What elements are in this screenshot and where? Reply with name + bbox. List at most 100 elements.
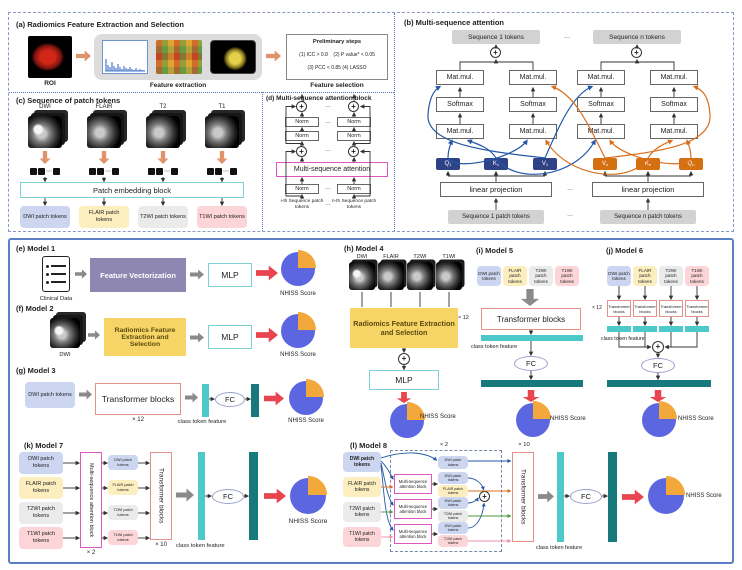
- token-box-t1: T1WI patch tokens: [555, 266, 579, 286]
- add-icon: +: [348, 101, 359, 112]
- token-box-t1: T1WI patch tokens: [343, 527, 381, 547]
- arrow-right-icon: [88, 330, 100, 340]
- norm-box: Norm: [337, 184, 371, 194]
- model8-title: (l) Model 8: [350, 441, 388, 450]
- transformer-mini: Transformer blocks: [685, 300, 709, 317]
- transformer-mini: Transformer blocks: [659, 300, 683, 317]
- x12-label: × 12: [132, 417, 144, 423]
- add-icon: +: [490, 47, 501, 58]
- arrow-down-icon: [39, 151, 51, 164]
- matmul-box: Mat.mul.: [509, 70, 557, 85]
- token-box-flair: FLAIR patch tokens: [19, 477, 63, 499]
- class-token-bar: [202, 384, 209, 417]
- nhiss-pie: [281, 311, 316, 348]
- nhiss-pie: [289, 378, 324, 415]
- norm-box: Norm: [285, 131, 319, 141]
- nhiss-label: NHISS Score: [280, 291, 316, 297]
- norm-box: Norm: [285, 117, 319, 127]
- add-icon: +: [296, 146, 307, 157]
- seq-label: FLAIR: [383, 254, 399, 260]
- panel-a-title: (a) Radiomics Feature Extraction and Sel…: [16, 20, 184, 29]
- token-box-dwi: DWI patch tokens: [25, 382, 75, 408]
- divider-a-c: [9, 92, 394, 93]
- norm-box: Norm: [285, 184, 319, 194]
- radiomics-box: Radiomics Feature Extraction and Selecti…: [350, 308, 458, 348]
- feature-vectorization-box: Feature Vectorization: [90, 258, 186, 292]
- fc-ellipse: FC: [641, 358, 675, 373]
- matmul-box: Mat.mul.: [650, 70, 698, 85]
- feature-selection-label: Feature selection: [310, 82, 364, 89]
- arrow-down-icon: [216, 151, 228, 164]
- nhiss-label: NHISS Score: [280, 352, 316, 358]
- class-token-bar: [685, 326, 709, 332]
- token-mini-t2: T2WI patch tokens: [108, 505, 138, 520]
- arrow-down-icon: [396, 392, 412, 403]
- token-box-t2: T2WI patch tokens: [19, 502, 63, 524]
- transformer-blocks-vertical: Transformer blocks: [150, 452, 172, 540]
- prelim-line1: (1) ICC > 0.8 (2) P value* < 0.05: [299, 52, 375, 58]
- ellipsis: ...: [325, 184, 331, 191]
- add-icon: +: [296, 101, 307, 112]
- class-token-bar: [633, 326, 657, 332]
- model6-title: (j) Model 6: [606, 246, 644, 255]
- softmax-box: Softmax: [577, 97, 625, 112]
- clinical-data-icon: [42, 256, 70, 292]
- token-mini-dwi: DWI patch tokens: [438, 497, 468, 509]
- add-icon: +: [479, 491, 490, 502]
- seq1-tokens: Sequence 1 tokens: [452, 30, 540, 44]
- x2-label: × 2: [439, 442, 449, 448]
- arrow-right-icon: [266, 50, 281, 62]
- seqn-patch-tokens: Sequence n patch tokens: [600, 210, 696, 224]
- nhiss-pie: [290, 475, 327, 514]
- brain-t2: [407, 262, 433, 290]
- output-bar: [607, 380, 711, 387]
- arrow-down-icon: [98, 151, 110, 164]
- fc-ellipse: FC: [514, 356, 548, 371]
- arrow-right-icon: [75, 269, 87, 279]
- seq-label-t2: T2: [159, 104, 167, 110]
- nhiss-label: NHISS Score: [288, 518, 328, 525]
- patch-squares: ⋯: [88, 166, 120, 176]
- arrow-right-icon: [185, 392, 198, 403]
- x12-label: × 12: [458, 315, 469, 321]
- msa-box: Multi-sequence attention: [276, 162, 388, 177]
- seq-label: DWI: [356, 254, 368, 260]
- histogram-image: [102, 40, 148, 74]
- mlp-box: MLP: [369, 370, 439, 390]
- transformer-blocks-box: Transformer blocks: [95, 383, 181, 415]
- mlp-box: MLP: [208, 325, 252, 349]
- matmul-box: Mat.mul.: [577, 70, 625, 85]
- top-panel: [8, 12, 734, 232]
- brain-dwi: [349, 262, 375, 290]
- fc-ellipse: FC: [215, 392, 245, 407]
- token-mini-dwi: DWI patch tokens: [438, 456, 468, 469]
- nhiss-label: NHISS Score: [288, 418, 324, 424]
- seq-label-dwi: DWI: [39, 104, 51, 110]
- seq-label: T1WI: [442, 254, 456, 260]
- token-box-dwi: DWI patch tokens: [20, 206, 70, 228]
- model7-title: (k) Model 7: [24, 441, 64, 450]
- token-box-flair: FLAIR patch tokens: [343, 477, 381, 497]
- matmul-box: Mat.mul.: [436, 124, 484, 139]
- token-mini-dwi: DWI patch tokens: [438, 522, 468, 534]
- mlp-box: MLP: [208, 263, 252, 287]
- x12-label: × 12: [592, 305, 602, 311]
- roi-label: ROI: [44, 80, 56, 87]
- token-box-t2: T2WI patch tokens: [659, 266, 683, 286]
- ellipsis: ...: [567, 185, 573, 192]
- arrow-right-icon: [79, 389, 92, 400]
- output-bar: [608, 452, 617, 542]
- nhiss-pie: [516, 400, 551, 437]
- token-box-t2: T2WI patch tokens: [138, 206, 188, 228]
- panel-d-title: (d) Multi-sequence attention block: [266, 95, 372, 102]
- output-bar: [251, 384, 259, 417]
- matmul-box: Mat.mul.: [509, 124, 557, 139]
- token-mini-t1: T1WI patch tokens: [438, 535, 468, 547]
- token-box-dwi: DWI patch tokens: [19, 452, 63, 474]
- prelim-title: Preliminary steps: [312, 39, 362, 45]
- token-mini-t2: T2WI patch tokens: [438, 510, 468, 522]
